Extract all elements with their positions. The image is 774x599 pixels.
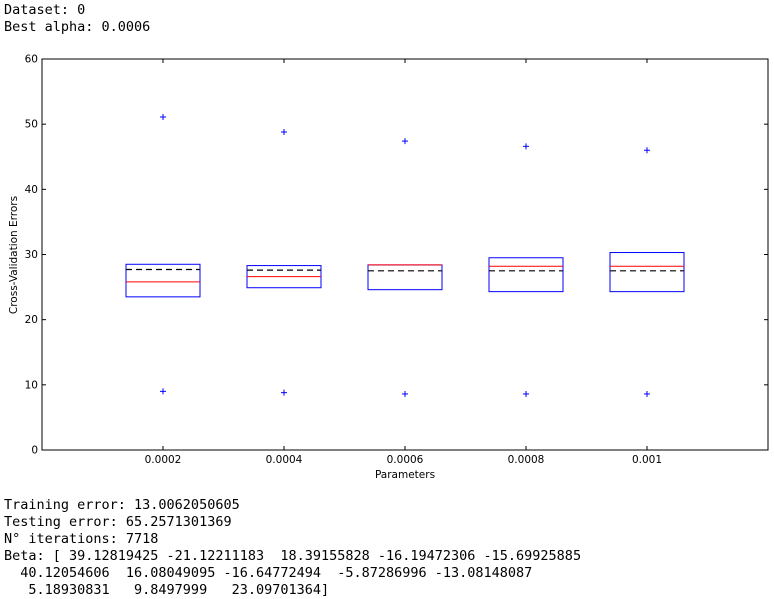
box-group xyxy=(125,113,201,395)
dataset-label: Dataset: 0 xyxy=(4,2,86,18)
y-axis: 0 10 20 30 40 50 60 xyxy=(25,54,768,457)
x-tick-label: 0.0006 xyxy=(387,454,424,466)
y-tick-label: 30 xyxy=(25,249,38,261)
training-error-label: Training error: 13.0062050605 xyxy=(4,497,240,513)
whisker-high-marker xyxy=(644,147,650,154)
x-tick-label: 0.0002 xyxy=(145,454,182,466)
whisker-high-marker xyxy=(281,128,287,135)
y-tick-label: 60 xyxy=(25,54,38,66)
x-tick-label: 0.0004 xyxy=(266,454,303,466)
x-axis: 0.0002 0.0004 0.0006 0.0008 0.001 xyxy=(145,59,662,466)
box-group xyxy=(488,143,564,397)
x-axis-label: Parameters xyxy=(375,469,435,481)
beta-line-2: 40.12054606 16.08049095 -16.64772494 -5.… xyxy=(4,565,533,581)
box-group xyxy=(367,138,443,397)
box-group xyxy=(246,128,322,396)
whisker-low-marker xyxy=(281,389,287,396)
box-iqr xyxy=(609,252,685,293)
whisker-high-marker xyxy=(523,143,529,150)
box-series xyxy=(125,113,685,397)
whisker-low-marker xyxy=(402,390,408,397)
y-tick-label: 40 xyxy=(25,184,38,196)
y-tick-label: 10 xyxy=(25,379,38,391)
y-axis-label: Cross-Validation Errors xyxy=(8,196,20,314)
box-iqr xyxy=(125,263,201,298)
whisker-high-marker xyxy=(160,113,166,120)
best-alpha-label: Best alpha: 0.0006 xyxy=(4,19,151,35)
x-tick-label: 0.001 xyxy=(632,454,662,466)
y-tick-label: 50 xyxy=(25,119,38,131)
y-tick-label: 20 xyxy=(25,314,38,326)
beta-line-1: Beta: [ 39.12819425 -21.12211183 18.3915… xyxy=(4,548,582,564)
beta-line-3: 5.18930831 9.8497999 23.09701364] xyxy=(4,582,330,598)
x-tick-label: 0.0008 xyxy=(508,454,545,466)
whisker-low-marker xyxy=(644,390,650,397)
whisker-low-marker xyxy=(160,388,166,395)
testing-error-label: Testing error: 65.2571301369 xyxy=(4,514,232,530)
iterations-label: N° iterations: 7718 xyxy=(4,531,159,547)
whisker-high-marker xyxy=(402,138,408,145)
box-group xyxy=(609,147,685,397)
y-tick-label: 0 xyxy=(31,445,38,457)
box-iqr xyxy=(488,257,564,293)
whisker-low-marker xyxy=(523,390,529,397)
